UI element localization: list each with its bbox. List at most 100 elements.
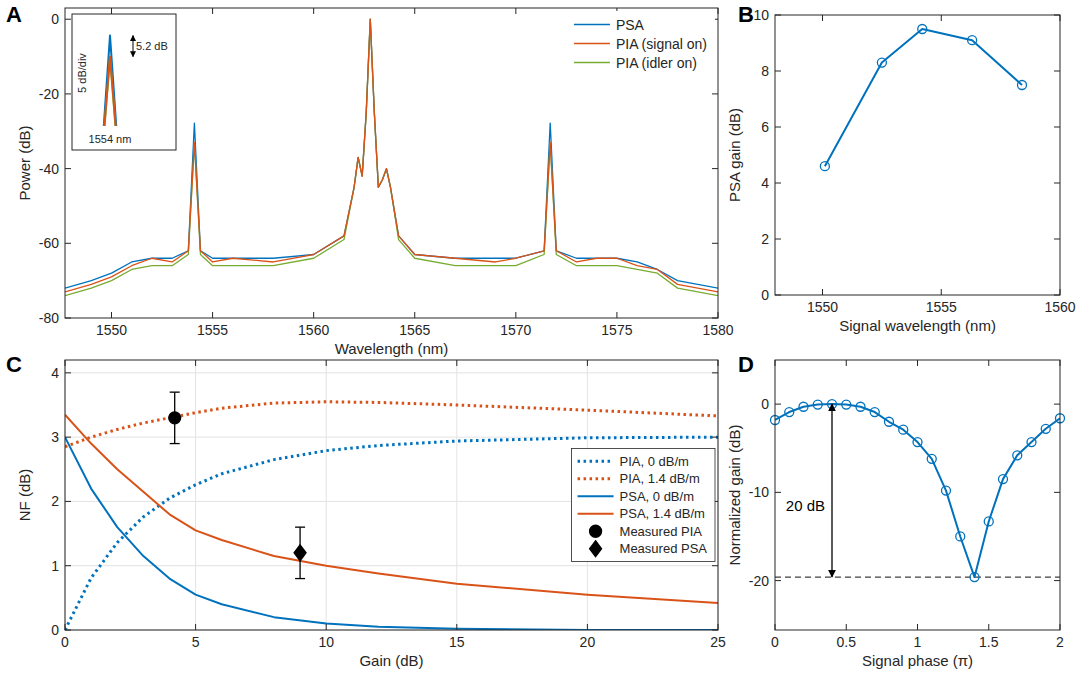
axis-label: Power (dB) [16, 125, 33, 200]
tick [712, 93, 718, 94]
legend-swatch [578, 477, 614, 480]
tick-label: 2 [761, 231, 769, 247]
tick [313, 312, 314, 318]
tick-label: 10 [753, 7, 769, 23]
panel: 20 dB00.511.52-20-100Signal phase (π)Nor… [726, 352, 1065, 669]
tick-label: 15 [449, 634, 465, 650]
marker [913, 438, 922, 447]
error-cap [295, 578, 305, 579]
legend-label: PSA [616, 17, 645, 33]
data-layer [65, 392, 718, 630]
tick-label: 1580 [702, 322, 733, 338]
marker [899, 425, 908, 434]
panel-letter: A [6, 2, 22, 27]
tick [1054, 295, 1060, 296]
tick [1054, 580, 1060, 581]
tick [212, 312, 213, 318]
marker [877, 58, 886, 67]
tick [212, 8, 213, 14]
error-bar [170, 392, 180, 443]
marker [999, 475, 1008, 484]
tick [775, 580, 781, 581]
legend-label: Measured PSA [620, 541, 708, 556]
tick [822, 15, 823, 21]
grid-line [65, 565, 718, 566]
tick [941, 15, 942, 21]
tick [456, 360, 457, 366]
tick-label: 0 [51, 622, 59, 638]
tick-label: -60 [39, 235, 59, 251]
panel-letter: D [738, 352, 754, 377]
data-layer [825, 29, 1022, 166]
tick [712, 372, 718, 373]
axis-label: NF (dB) [16, 469, 33, 522]
axis-label: Gain (dB) [359, 652, 423, 669]
legend-swatch [574, 62, 610, 63]
marker [1041, 424, 1050, 433]
marker [590, 525, 602, 537]
tick [1054, 183, 1060, 184]
inset-data [94, 20, 126, 126]
tick [111, 312, 112, 318]
tick [313, 8, 314, 14]
axes-frame [775, 15, 1060, 295]
tick [1054, 127, 1060, 128]
tick-label: -80 [39, 310, 59, 326]
tick [718, 360, 719, 366]
axis-label: Signal phase (π) [862, 652, 973, 669]
marker [813, 400, 822, 409]
tick-label: 0 [771, 634, 779, 650]
legend: PIA, 0 dB/mPIA, 1.4 dB/mPSA, 0 dB/mPSA, … [572, 449, 715, 562]
tick [65, 360, 66, 366]
error-cap [170, 391, 180, 392]
series-line [825, 29, 1022, 166]
plot-area [65, 360, 718, 630]
tick [65, 318, 71, 319]
tick-label: 1 [51, 558, 59, 574]
tick-label: 2 [51, 493, 59, 509]
marker [799, 402, 808, 411]
tick-label: -20 [39, 86, 59, 102]
plot-area [65, 8, 718, 318]
legend-label: PSA, 1.4 dB/m [620, 506, 705, 521]
legend-label: Measured PIA [620, 524, 703, 539]
tick [988, 624, 989, 630]
tick [1060, 624, 1061, 630]
figure: 1550155515601565157015751580-80-60-40-20… [0, 0, 1080, 681]
grid-line [456, 360, 457, 630]
series-line [65, 415, 718, 603]
series-line [65, 437, 718, 630]
grid-line [65, 372, 718, 373]
tick [846, 360, 847, 366]
tick [1054, 239, 1060, 240]
tick-label: 4 [761, 175, 769, 191]
tick [775, 492, 781, 493]
marker [970, 573, 979, 582]
tick-label: 0 [51, 11, 59, 27]
tick-label: 5 [192, 634, 200, 650]
tick [775, 15, 781, 16]
inset-label: 5 dB/div [76, 53, 88, 93]
inset-annotation: 5.2 dB [136, 40, 168, 52]
marker [785, 408, 794, 417]
tick [616, 312, 617, 318]
tick [775, 360, 776, 366]
tick-label: 1575 [601, 322, 632, 338]
tick-label: -10 [749, 484, 769, 500]
marker [1013, 451, 1022, 460]
tick [414, 8, 415, 14]
axes-frame [775, 360, 1060, 630]
inset-arrow [133, 35, 134, 56]
tick-label: 1560 [1044, 299, 1075, 315]
tick [1054, 15, 1060, 16]
tick [456, 624, 457, 630]
tick [195, 624, 196, 630]
annotation-arrow [831, 404, 832, 577]
series-line [65, 402, 718, 447]
tick-label: 1550 [96, 322, 127, 338]
legend-label: PIA (idler on) [616, 55, 697, 71]
marker [984, 517, 993, 526]
plot-area [775, 15, 1060, 295]
panel: 051015202501234Gain (dB)NF (dB)CPIA, 0 d… [6, 352, 726, 669]
tick [65, 19, 71, 20]
